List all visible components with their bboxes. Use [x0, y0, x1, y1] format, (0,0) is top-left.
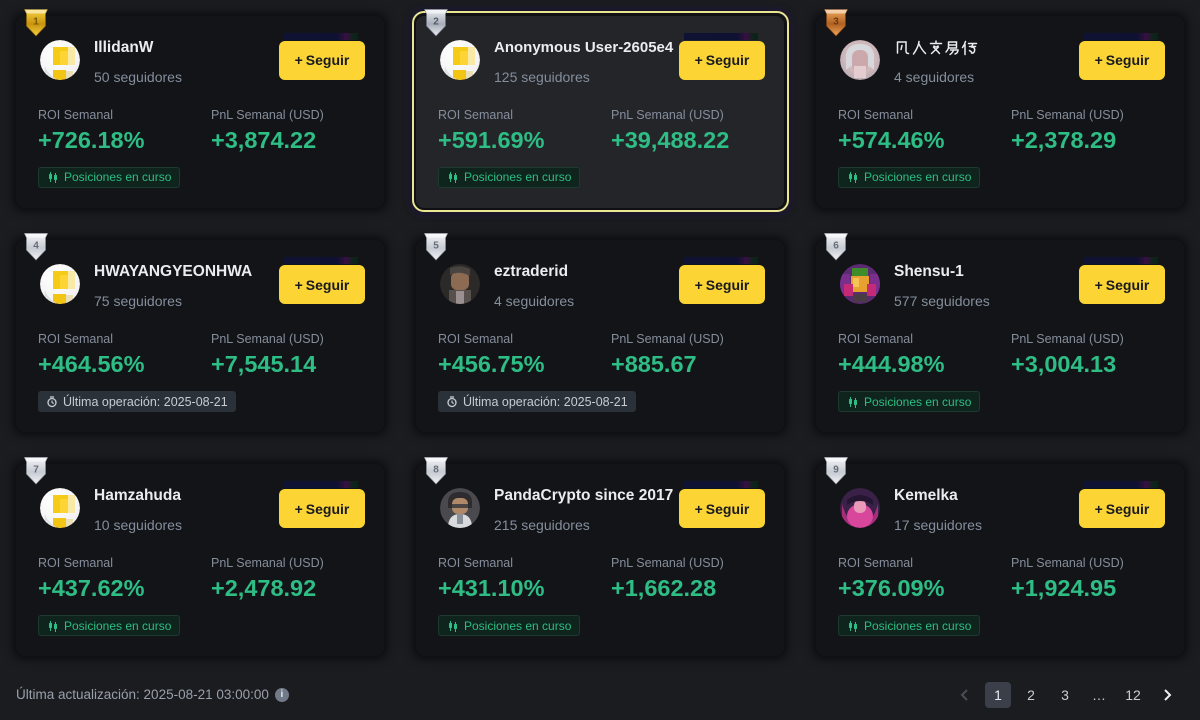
svg-text:6: 6 [833, 241, 839, 252]
svg-text:7: 7 [33, 465, 39, 476]
svg-text:4: 4 [33, 241, 39, 252]
svg-text:3: 3 [833, 16, 839, 27]
svg-text:5: 5 [433, 241, 439, 252]
svg-text:2: 2 [433, 16, 439, 27]
svg-text:9: 9 [833, 465, 839, 476]
svg-text:8: 8 [433, 465, 439, 476]
svg-text:1: 1 [33, 16, 39, 27]
